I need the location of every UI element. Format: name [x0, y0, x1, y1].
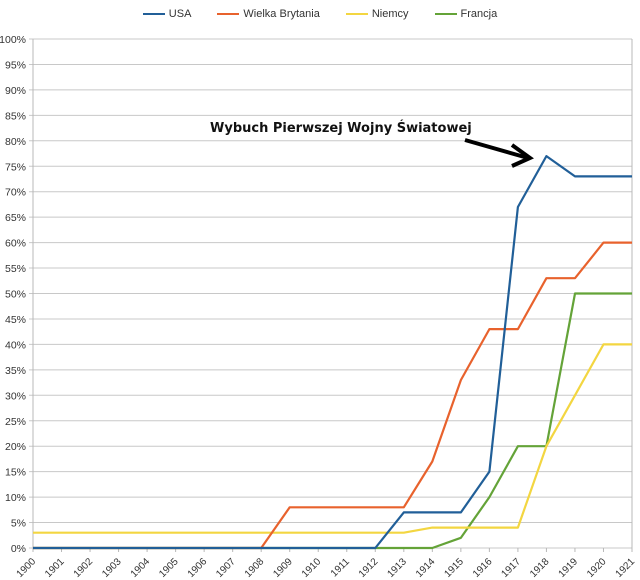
- y-tick-label: 40%: [5, 339, 26, 351]
- legend-item: Niemcy: [345, 8, 409, 20]
- x-tick-label: 1915: [442, 556, 466, 580]
- y-tick-label: 0%: [11, 543, 26, 555]
- y-tick-label: 75%: [5, 161, 26, 173]
- y-tick-label: 95%: [5, 59, 26, 71]
- legend-label: Niemcy: [371, 8, 409, 20]
- y-tick-label: 60%: [5, 238, 26, 250]
- x-tick-label: 1918: [528, 556, 552, 580]
- gridlines: [29, 38, 633, 552]
- x-tick-label: 1900: [15, 556, 39, 580]
- y-tick-label: 20%: [5, 441, 26, 453]
- x-tick-label: 1919: [557, 556, 581, 580]
- x-tick-label: 1913: [385, 556, 409, 580]
- y-tick-label: 10%: [5, 492, 26, 504]
- x-tick-label: 1911: [329, 556, 352, 579]
- y-tick-label: 90%: [5, 85, 26, 97]
- x-tick-label: 1905: [157, 556, 181, 580]
- y-tick-label: 15%: [5, 467, 26, 479]
- x-tick-label: 1907: [214, 556, 238, 580]
- x-tick-label: 1904: [129, 556, 153, 580]
- legend-label: Wielka Brytania: [243, 8, 320, 20]
- x-axis-labels: 1900 1901 1902 1903 1904 1905 1906 1907 1908 1909…: [15, 556, 638, 580]
- x-tick-label: 1902: [72, 556, 96, 580]
- x-tick-label: 1914: [414, 556, 438, 580]
- y-tick-label: 30%: [5, 390, 26, 402]
- x-tick-label: 1910: [300, 556, 324, 580]
- y-tick-label: 35%: [5, 365, 26, 377]
- y-tick-label: 45%: [5, 314, 26, 326]
- annotation-text: Wybuch Pierwszej Wojny Światowej: [210, 121, 472, 136]
- x-tick-label: 1912: [357, 556, 381, 580]
- legend-swatch-icon: [345, 13, 368, 15]
- y-axis-labels: 0% 5% 10% 15% 20% 25% 30% 35% 40% 45% 50% 55% 60% 65%…: [0, 34, 26, 555]
- x-tick-label: 1921: [614, 556, 638, 580]
- y-tick-label: 50%: [5, 289, 26, 301]
- y-tick-label: 5%: [11, 518, 26, 530]
- legend-label: Francja: [460, 8, 498, 20]
- y-tick-label: 25%: [5, 416, 26, 428]
- series-line-niemcy: [33, 343, 632, 534]
- legend-item: Wielka Brytania: [217, 8, 320, 20]
- series-line-usa: [33, 155, 632, 550]
- legend-item: Francja: [434, 8, 498, 20]
- annotation-arrow-icon: [464, 138, 534, 168]
- x-tick-label: 1906: [186, 556, 210, 580]
- legend: USA Wielka Brytania Niemcy Francja: [0, 8, 640, 20]
- legend-item: USA: [142, 8, 192, 20]
- y-tick-label: 70%: [5, 187, 26, 199]
- x-tick-label: 1916: [471, 556, 495, 580]
- legend-swatch-icon: [434, 13, 457, 15]
- y-tick-label: 80%: [5, 136, 26, 148]
- x-tick-label: 1917: [500, 556, 524, 580]
- y-tick-label: 100%: [0, 34, 26, 46]
- x-tick-label: 1909: [271, 556, 295, 580]
- legend-swatch-icon: [142, 13, 165, 15]
- y-tick-label: 65%: [5, 212, 26, 224]
- x-tick-label: 1908: [243, 556, 267, 580]
- x-tick-label: 1901: [43, 556, 67, 580]
- legend-label: USA: [168, 8, 192, 20]
- x-tick-label: 1903: [100, 556, 124, 580]
- legend-swatch-icon: [217, 13, 240, 15]
- series-lines: [33, 155, 632, 550]
- y-tick-label: 55%: [5, 263, 26, 275]
- y-tick-label: 85%: [5, 110, 26, 122]
- x-tick-label: 1920: [585, 556, 609, 580]
